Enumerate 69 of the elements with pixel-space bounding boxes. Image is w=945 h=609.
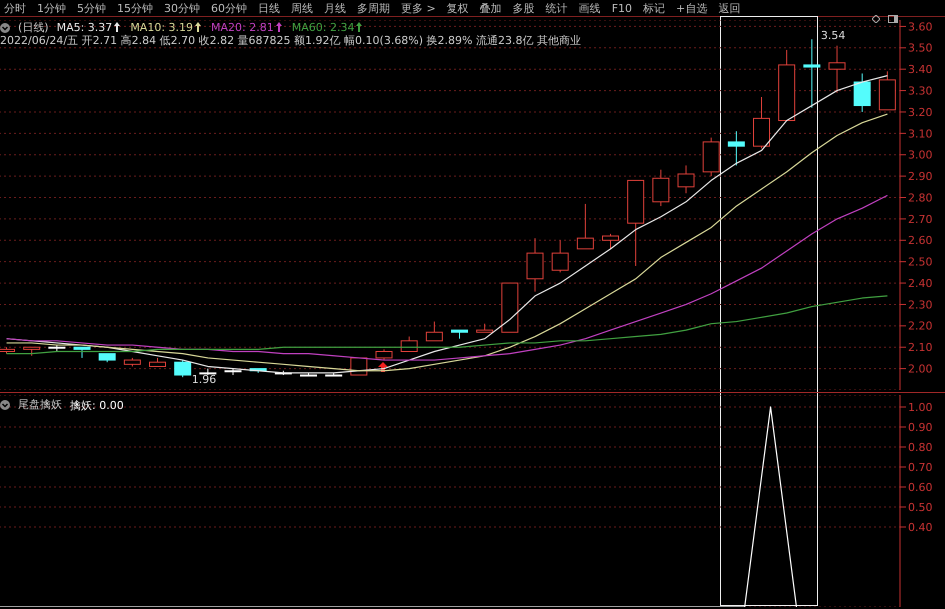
candlestick (552, 240, 569, 273)
chart-title: 尾盘擒妖 (18, 397, 62, 412)
y-tick-label: 3.50 (908, 42, 932, 55)
y-tick-label: 2.50 (908, 256, 932, 269)
y-tick-label: 3.40 (908, 63, 932, 76)
candlestick (828, 45, 846, 94)
text: 月线 (324, 0, 346, 16)
text: 60分钟 (211, 0, 247, 16)
y-tick-label: 3.20 (908, 106, 932, 119)
candlestick (728, 130, 745, 166)
y-tick-label: 2.40 (908, 276, 932, 290)
chart-title: (日线) (18, 20, 49, 35)
text: 5分钟 (77, 0, 106, 16)
y-tick-label: 2.90 (908, 170, 932, 184)
text: 复权 (446, 0, 469, 16)
text: 画线 (578, 0, 601, 16)
text: 15分钟 (117, 0, 153, 16)
candlestick (678, 164, 695, 194)
legend-label: MA5: 3.37 (56, 20, 114, 34)
candlestick (376, 348, 393, 361)
candlestick (652, 169, 670, 207)
candlestick (426, 321, 443, 342)
candlestick (602, 233, 620, 250)
y-tick-label: 0.60 (908, 480, 932, 494)
line-series (6, 295, 888, 354)
text: +自选 (676, 0, 708, 16)
candlestick (576, 203, 594, 250)
y-tick-label: 2.60 (908, 234, 932, 248)
text: 擒妖: 0.00 (70, 398, 124, 412)
y-tick-label: 2.30 (908, 298, 932, 312)
y-tick-label: 0.80 (908, 440, 932, 454)
candlestick (803, 38, 820, 108)
candlestick (74, 346, 91, 358)
y-tick-label: 1.00 (908, 400, 932, 414)
y-tick-label: 2.00 (908, 362, 932, 376)
text: 30分钟 (164, 0, 200, 16)
annotation: 1.96 (192, 373, 216, 386)
line-series (6, 194, 888, 361)
y-tick-label: 0.90 (908, 420, 932, 434)
y-tick-label: 0.50 (908, 500, 932, 514)
y-tick-label: 2.10 (908, 341, 932, 354)
y-tick-label: 0.40 (908, 520, 932, 534)
legend-label: MA60: 2.34 (292, 20, 356, 34)
y-tick-label: 3.00 (908, 148, 932, 162)
text: 分时 (4, 0, 26, 16)
text: 2022/06/24/五 开2.71 高2.84 低2.70 收2.82 量687825 额1.92亿 幅0.10(3.68%) 换2.89% 流通23.8亿 其他商业 (0, 33, 581, 48)
y-tick-label: 3.10 (908, 127, 932, 140)
text: 周线 (291, 0, 313, 16)
text: 日线 (258, 0, 280, 16)
candlestick (174, 360, 192, 378)
y-tick-label: 3.30 (908, 84, 932, 98)
text: F10 (612, 2, 632, 14)
y-tick-label: 2.80 (908, 191, 932, 204)
y-tick-label: 0.70 (908, 460, 932, 474)
y-tick-label: 2.70 (908, 212, 932, 226)
text: 多周期 (357, 0, 390, 16)
candlestick (854, 72, 871, 112)
y-tick-label: 3.60 (908, 20, 932, 34)
text: 1分钟 (37, 0, 66, 16)
text: 更多 > (401, 0, 436, 16)
text: 标记 (643, 0, 666, 16)
text: 返回 (718, 0, 740, 16)
text: 叠加 (480, 0, 502, 16)
annotation: 3.54 (820, 29, 846, 42)
legend-label: MA10: 3.19 (130, 20, 194, 34)
text: 多股 (512, 0, 535, 16)
y-tick-label: 2.20 (908, 320, 932, 333)
text: 统计 (546, 0, 568, 16)
legend-label: MA20: 2.81 (211, 20, 275, 34)
